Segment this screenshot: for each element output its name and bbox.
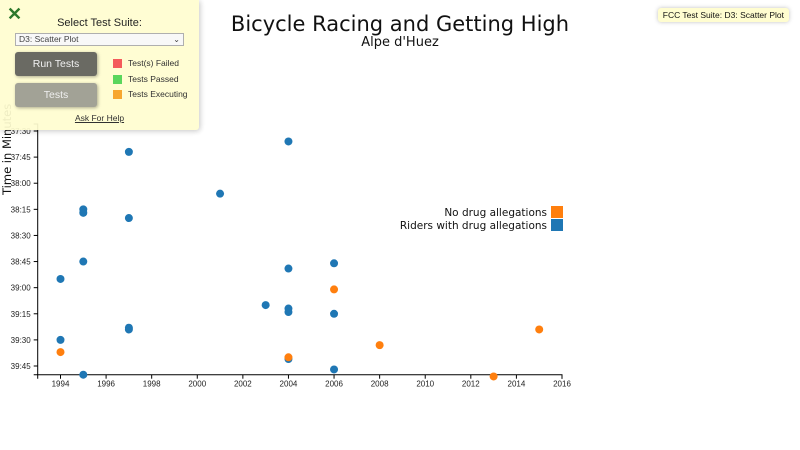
data-point[interactable] bbox=[330, 259, 339, 268]
x-tick: 1994 bbox=[52, 374, 70, 389]
svg-text:2002: 2002 bbox=[234, 380, 252, 389]
ask-for-help-link[interactable]: Ask For Help bbox=[74, 113, 125, 123]
svg-text:2010: 2010 bbox=[416, 380, 434, 389]
x-tick: 2006 bbox=[325, 374, 343, 389]
legend-swatch-icon bbox=[551, 206, 563, 218]
data-point[interactable] bbox=[330, 365, 339, 374]
data-point[interactable] bbox=[535, 325, 544, 334]
svg-text:37:45: 37:45 bbox=[11, 153, 32, 162]
y-tick: 37:45 bbox=[11, 153, 38, 162]
x-tick: 2000 bbox=[188, 374, 207, 389]
data-point[interactable] bbox=[284, 308, 293, 317]
y-tick: 38:30 bbox=[11, 231, 38, 240]
y-tick: 39:15 bbox=[11, 310, 38, 319]
y-axis: 37:30 37:45 38:00 38:15 38:30 38:45 39:00 39:15… bbox=[11, 123, 39, 376]
svg-text:39:30: 39:30 bbox=[11, 336, 32, 345]
y-tick: 39:00 bbox=[11, 284, 38, 293]
svg-text:39:45: 39:45 bbox=[11, 362, 32, 371]
svg-text:38:45: 38:45 bbox=[11, 258, 32, 267]
data-point[interactable] bbox=[330, 285, 339, 294]
x-tick: 1996 bbox=[97, 374, 116, 389]
red-swatch-icon bbox=[113, 59, 122, 69]
data-point[interactable] bbox=[284, 137, 293, 146]
legend-swatch-icon bbox=[551, 219, 563, 231]
data-point[interactable] bbox=[330, 309, 339, 318]
x-tick: 2010 bbox=[416, 374, 435, 389]
svg-text:No drug allegations: No drug allegations bbox=[444, 207, 547, 219]
svg-text:1994: 1994 bbox=[52, 380, 70, 389]
legend-tests-failed: Test(s) Failed bbox=[113, 58, 179, 69]
data-point[interactable] bbox=[124, 325, 133, 334]
data-point[interactable] bbox=[79, 257, 88, 266]
y-tick: 39:45 bbox=[11, 362, 38, 371]
x-tick: 2008 bbox=[371, 374, 389, 389]
legend-tests-passed: Tests Passed bbox=[113, 74, 179, 85]
svg-text:Riders with drug allegations: Riders with drug allegations bbox=[400, 220, 547, 232]
legend-item: Riders with drug allegations bbox=[400, 219, 563, 232]
data-point[interactable] bbox=[216, 189, 225, 198]
data-point[interactable] bbox=[284, 353, 293, 362]
data-point[interactable] bbox=[56, 348, 65, 357]
svg-text:38:15: 38:15 bbox=[11, 205, 32, 214]
fcc-test-panel: ✕ Select Test Suite: D3: Scatter Plot ⌄ … bbox=[0, 0, 199, 130]
data-point[interactable] bbox=[79, 208, 88, 217]
svg-text:1996: 1996 bbox=[97, 380, 115, 389]
x-tick: 2014 bbox=[508, 374, 526, 389]
legend-item: No drug allegations bbox=[444, 206, 563, 219]
legend-tests-executing: Tests Executing bbox=[113, 89, 188, 100]
x-tick: 2016 bbox=[553, 374, 571, 389]
y-tick: 38:45 bbox=[11, 258, 38, 267]
y-tick: 39:30 bbox=[11, 336, 38, 345]
data-point[interactable] bbox=[124, 147, 133, 156]
data-point[interactable] bbox=[489, 372, 498, 381]
data-point[interactable] bbox=[261, 301, 270, 310]
svg-text:39:15: 39:15 bbox=[11, 310, 32, 319]
x-tick: 2002 bbox=[234, 374, 252, 389]
y-tick: 38:15 bbox=[11, 205, 38, 214]
tests-button[interactable]: Tests bbox=[15, 83, 97, 107]
svg-text:38:00: 38:00 bbox=[11, 179, 32, 188]
x-tick: 1998 bbox=[143, 374, 161, 389]
select-test-suite-label: Select Test Suite: bbox=[57, 17, 142, 29]
svg-text:2016: 2016 bbox=[553, 380, 571, 389]
selected-suite: D3: Scatter Plot bbox=[19, 34, 79, 44]
data-point[interactable] bbox=[375, 341, 384, 350]
x-tick: 2012 bbox=[462, 374, 480, 389]
orange-swatch-icon bbox=[113, 90, 122, 100]
green-swatch-icon bbox=[113, 75, 122, 85]
svg-text:38:30: 38:30 bbox=[11, 231, 32, 240]
svg-text:1998: 1998 bbox=[143, 380, 161, 389]
data-points bbox=[56, 137, 544, 381]
data-point[interactable] bbox=[56, 335, 65, 344]
data-point[interactable] bbox=[284, 264, 293, 273]
test-suite-select[interactable]: D3: Scatter Plot ⌄ bbox=[15, 33, 184, 46]
svg-text:2012: 2012 bbox=[462, 380, 480, 389]
data-point[interactable] bbox=[56, 274, 65, 283]
svg-text:2004: 2004 bbox=[280, 380, 298, 389]
run-tests-button[interactable]: Run Tests bbox=[15, 52, 97, 76]
chevron-down-icon: ⌄ bbox=[173, 35, 180, 44]
y-tick: 38:00 bbox=[11, 179, 38, 188]
chart-subtitle: Alpe d'Huez bbox=[361, 35, 439, 50]
x-axis: 1994 1996 1998 2000 2002 2004 2006 2008 2010 2012… bbox=[37, 374, 571, 389]
y-tick: 37:30 bbox=[11, 127, 38, 136]
data-point[interactable] bbox=[79, 370, 88, 379]
chart-title: Bicycle Racing and Getting High bbox=[230, 12, 570, 36]
svg-text:39:00: 39:00 bbox=[11, 284, 32, 293]
close-icon[interactable]: ✕ bbox=[7, 4, 23, 24]
fcc-test-suite-badge: FCC Test Suite: D3: Scatter Plot bbox=[657, 8, 789, 22]
svg-text:2000: 2000 bbox=[188, 380, 206, 389]
svg-text:2008: 2008 bbox=[371, 380, 389, 389]
x-tick: 2004 bbox=[280, 374, 298, 389]
data-point[interactable] bbox=[124, 214, 133, 223]
svg-text:37:30: 37:30 bbox=[11, 127, 32, 136]
svg-text:2006: 2006 bbox=[325, 380, 343, 389]
svg-text:2014: 2014 bbox=[508, 380, 526, 389]
